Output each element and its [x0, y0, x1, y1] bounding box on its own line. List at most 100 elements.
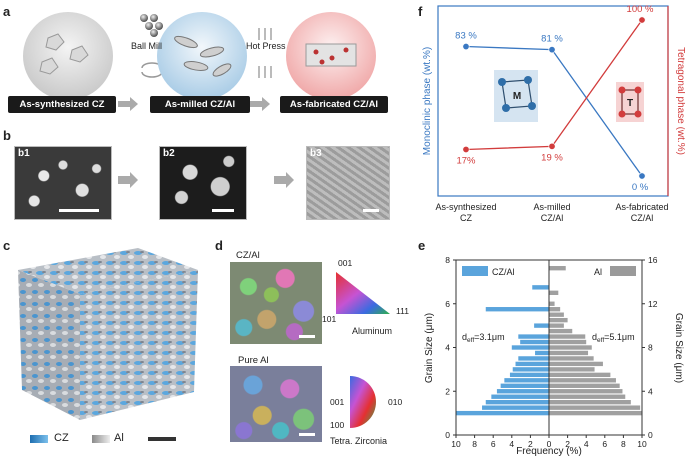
- stage-as-synthesized: As-synthesized CZ: [8, 96, 116, 113]
- process-schematic: [23, 12, 376, 111]
- al-legend-swatch: [92, 435, 110, 443]
- inset-label-m: M: [513, 91, 521, 102]
- scale-bar: [299, 433, 315, 436]
- y-left-tick-label: 8: [445, 255, 450, 265]
- x-tick-label: 0: [547, 439, 552, 449]
- panel-label-c: c: [3, 238, 11, 253]
- y-left-tick-label: 4: [445, 343, 450, 353]
- x-tick-label: 8: [621, 439, 626, 449]
- cz-al-bar: [491, 394, 549, 399]
- y-right-tick-label: 16: [648, 255, 658, 265]
- monoclinic-cell-inset: [494, 70, 538, 122]
- cz-al-bar: [518, 334, 549, 339]
- cz-al-bar: [532, 285, 549, 290]
- data-label: 83 %: [455, 31, 477, 42]
- data-label: 81 %: [541, 34, 563, 45]
- cube-right-face: [80, 270, 198, 420]
- x-tick-label: 2: [565, 439, 570, 449]
- x-tick-label: 8: [472, 439, 477, 449]
- ipf-label-010: 010: [388, 397, 403, 407]
- data-label: 100 %: [627, 4, 654, 15]
- mill-ball: [145, 22, 153, 30]
- cube-top-face: [18, 248, 198, 294]
- al-bar: [549, 312, 564, 317]
- as-synthesized-egg: [23, 12, 113, 100]
- data-label: 17%: [456, 155, 476, 166]
- al-bar: [549, 378, 616, 383]
- al-bar: [549, 410, 642, 416]
- y-right-label: Grain Size (μm): [673, 313, 684, 383]
- cz-particle: [45, 33, 65, 51]
- sem-label: b2: [163, 148, 175, 159]
- step-ball-mill: Ball Mill: [131, 41, 163, 51]
- ipf-label-101: 101: [322, 314, 337, 324]
- category-label: As-fabricated: [615, 202, 668, 212]
- al-bar: [549, 334, 586, 339]
- flake: [212, 63, 232, 77]
- press-bar: [258, 28, 260, 40]
- ipf-label-001-z: 001: [330, 397, 345, 407]
- sem-image-as-milled: b2: [159, 146, 247, 220]
- al-bar: [549, 266, 566, 271]
- b-arrows: [118, 172, 294, 188]
- al-bar: [549, 317, 568, 323]
- al-bar: [549, 323, 564, 328]
- inset-label-t: T: [627, 98, 633, 109]
- scale-bar: [148, 437, 176, 441]
- data-point: [638, 16, 646, 24]
- cz-particle: [39, 57, 59, 75]
- al-bar: [549, 383, 620, 388]
- data-point: [638, 172, 646, 180]
- cube-left-face: [18, 270, 80, 420]
- press-bar: [264, 28, 266, 40]
- press-bar: [270, 66, 272, 78]
- legend-swatch-cz-al: [462, 266, 488, 276]
- sem-image-as-synthesized: b1: [14, 146, 112, 220]
- al-bar: [549, 361, 603, 367]
- data-label: 19 %: [541, 152, 563, 163]
- data-label: 0 %: [632, 182, 649, 193]
- cz-al-bar: [485, 400, 549, 405]
- x-tick-label: 2: [528, 439, 533, 449]
- press-bar: [258, 66, 260, 78]
- ebsd-map-cz-al: [230, 262, 322, 344]
- y-right-tick-label: 0: [648, 430, 653, 440]
- al-bar: [549, 367, 595, 372]
- sem-label: b3: [310, 148, 322, 159]
- al-bar: [549, 400, 631, 405]
- al-bar: [549, 301, 555, 306]
- left-axis-label: Monoclinic phase (wt.%): [422, 47, 433, 155]
- x-tick-label: 10: [637, 439, 647, 449]
- y-left-tick-label: 2: [445, 386, 450, 396]
- mill-ball: [155, 22, 163, 30]
- cz-al-bar: [496, 389, 549, 394]
- al-bar: [549, 290, 559, 295]
- cz-particle: [69, 45, 89, 63]
- cz-al-bar: [504, 378, 549, 383]
- arrow-icon: [118, 172, 138, 188]
- category-label: As-synthesized: [435, 202, 496, 212]
- x-axis-label: Frequency (%): [516, 446, 582, 456]
- al-bar: [549, 339, 587, 345]
- y-right-tick-label: 8: [648, 343, 653, 353]
- scale-bar: [299, 335, 315, 338]
- flake: [199, 46, 225, 58]
- scale-bar: [59, 209, 99, 212]
- cz-al-bar: [534, 323, 549, 328]
- ipf-label-111: 111: [396, 306, 409, 316]
- x-tick-label: 4: [509, 439, 514, 449]
- data-point: [462, 145, 470, 153]
- annotation-deff-al: deff=5.1μm: [592, 332, 635, 344]
- y-left-tick-label: 0: [445, 430, 450, 440]
- cz-al-bar: [512, 367, 549, 372]
- panel-label-a: a: [3, 4, 11, 19]
- cz-al-bar: [511, 345, 549, 350]
- press-bar: [270, 28, 272, 40]
- al-bar: [549, 372, 611, 378]
- cz-legend-label: CZ: [54, 432, 69, 444]
- flake: [174, 35, 198, 49]
- mill-ball: [150, 29, 158, 37]
- annotation-deff-cz-al: deff=3.1μm: [462, 332, 505, 344]
- al-bar: [549, 394, 626, 399]
